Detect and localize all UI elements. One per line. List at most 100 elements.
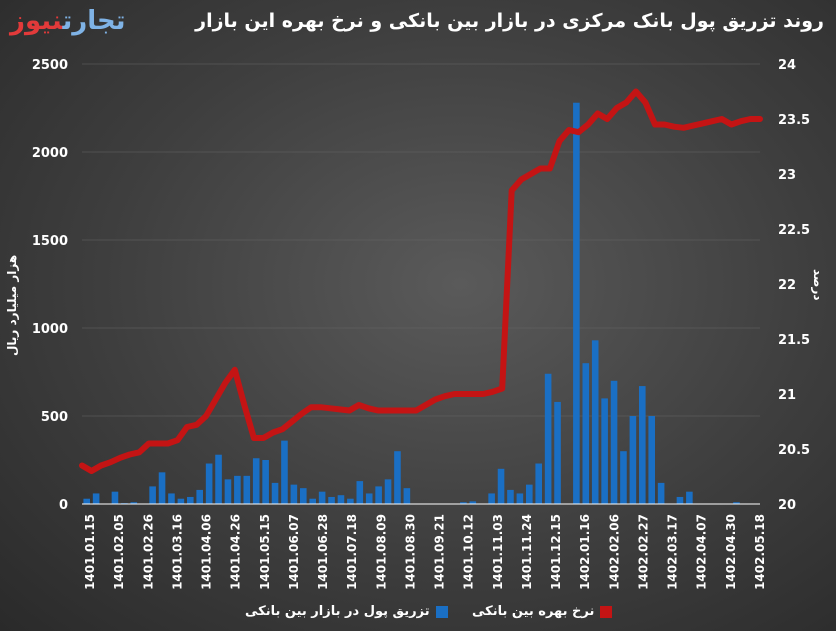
chart-title: روند تزریق پول بانک مرکزی در بازار بین ب… [195, 10, 824, 32]
bar [252, 458, 260, 504]
bar [309, 498, 317, 504]
y-tick-label: 1000 [32, 322, 68, 337]
bar [375, 486, 382, 504]
bar [149, 486, 156, 504]
bar [177, 498, 185, 504]
bar [403, 488, 411, 504]
bar [394, 451, 401, 504]
bar [243, 475, 251, 504]
bar [281, 440, 288, 504]
interest-rate-line [79, 88, 763, 474]
legend-swatch-line [600, 605, 613, 618]
y2-tick-label: 21.5 [778, 333, 810, 348]
x-tick-label: 1402.05.18 [753, 514, 767, 590]
bar [92, 493, 100, 504]
bar [196, 489, 204, 504]
x-tick-label: 1401.04.26 [229, 514, 243, 590]
bar [205, 463, 213, 504]
bar [347, 498, 354, 504]
x-tick-label: 1401.08.30 [403, 514, 417, 590]
y2-tick-label: 23 [778, 168, 796, 183]
bar [337, 495, 345, 504]
y2-tick-label: 22.5 [778, 223, 810, 238]
x-tick-label: 1401.02.05 [112, 514, 126, 590]
x-tick-label: 1402.03.17 [666, 514, 680, 590]
x-tick-label: 1401.02.26 [141, 514, 155, 590]
bar [733, 502, 740, 504]
bar [224, 479, 232, 504]
y-tick-label: 2500 [32, 58, 68, 73]
y2-tick-label: 21 [778, 388, 796, 403]
bar [516, 493, 524, 504]
bar [535, 463, 543, 504]
x-tick-label: 1402.01.16 [578, 514, 592, 590]
bar [497, 468, 505, 504]
bar [544, 373, 552, 504]
x-tick-label: 1401.09.21 [433, 514, 447, 590]
x-tick-label: 1402.02.27 [636, 514, 650, 590]
legend: تزریق پول در بازار بین بانکی نرخ بهره بی… [0, 604, 836, 626]
bar [573, 102, 580, 504]
x-tick-label: 1401.04.06 [200, 514, 214, 590]
y2-tick-label: 20.5 [778, 443, 810, 458]
bar [215, 454, 222, 504]
bar [83, 498, 91, 504]
bar [130, 502, 138, 504]
bar [356, 481, 364, 504]
x-tick-label: 1402.02.06 [607, 514, 621, 590]
x-tick-label: 1401.01.15 [83, 514, 97, 590]
y-tick-label: 2000 [32, 146, 68, 161]
y-tick-label: 1500 [32, 234, 68, 249]
bar [582, 363, 590, 504]
bar [168, 493, 175, 504]
y-tick-label: 0 [59, 498, 68, 513]
x-tick-label: 1401.05.15 [258, 514, 272, 590]
bar [657, 482, 665, 504]
bar [488, 493, 495, 504]
bar [507, 489, 514, 504]
y2-tick-label: 24 [778, 58, 796, 73]
bar [629, 416, 637, 504]
bar [638, 386, 646, 504]
logo: تجارتنیوز [10, 6, 126, 36]
y2-tick-label: 23.5 [778, 113, 810, 128]
bar [186, 496, 194, 504]
bar [554, 401, 561, 504]
y2-tick-label: 22 [778, 278, 796, 293]
legend-item-line: نرخ بهره بین بانکی [472, 604, 613, 619]
bar [601, 398, 608, 504]
bar [328, 496, 335, 504]
bar [686, 491, 693, 504]
bar [234, 475, 241, 504]
x-tick-label: 1402.04.30 [724, 514, 738, 590]
y-tick-label: 500 [41, 410, 68, 425]
bar [460, 502, 467, 504]
bar [620, 451, 627, 504]
bar [290, 484, 298, 504]
y2-axis-label: درصد [811, 269, 825, 301]
x-tick-label: 1401.12.15 [549, 514, 563, 590]
legend-swatch-bar [435, 605, 448, 618]
x-tick-label: 1401.10.12 [462, 514, 476, 590]
bar [158, 472, 166, 504]
bar [591, 340, 599, 504]
x-tick-label: 1401.11.03 [491, 514, 505, 590]
bar [469, 501, 477, 504]
bar [384, 479, 392, 504]
bar [648, 416, 656, 504]
bar [525, 484, 533, 504]
bar [610, 380, 618, 504]
y2-tick-label: 20 [778, 498, 796, 513]
x-tick-label: 1401.08.09 [374, 514, 388, 590]
bar [262, 460, 269, 504]
x-tick-label: 1401.11.24 [520, 514, 534, 590]
x-tick-label: 1401.06.28 [316, 514, 330, 590]
bar [318, 491, 326, 504]
x-tick-label: 1401.07.18 [345, 514, 359, 590]
x-tick-label: 1402.04.07 [695, 514, 709, 590]
bar [676, 496, 684, 504]
bar [271, 482, 279, 504]
bar [299, 488, 307, 504]
x-tick-label: 1401.03.16 [170, 514, 184, 590]
